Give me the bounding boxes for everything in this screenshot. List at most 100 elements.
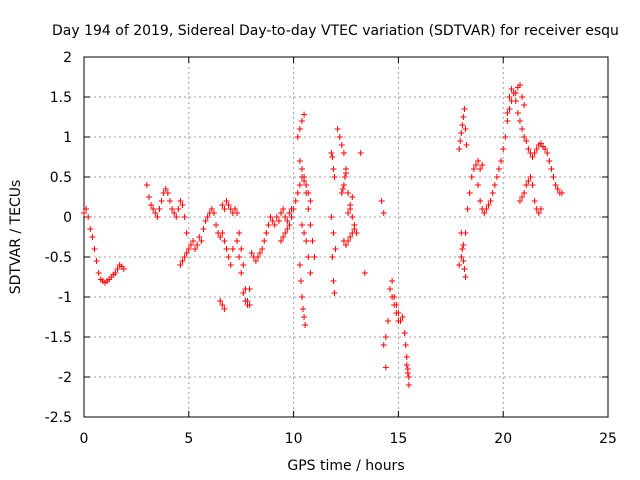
data-point (472, 162, 479, 168)
data-point (529, 182, 536, 188)
data-point (305, 190, 312, 196)
data-point (462, 274, 469, 280)
data-point (550, 174, 557, 180)
data-point (500, 146, 507, 152)
data-point (456, 262, 463, 268)
data-point (219, 302, 226, 308)
x-tick-label: 10 (285, 431, 303, 447)
data-point (349, 214, 356, 220)
data-point (525, 146, 532, 152)
data-point (162, 186, 169, 192)
data-point (282, 230, 289, 236)
data-point (516, 82, 523, 88)
data-point (523, 182, 530, 188)
data-point (347, 202, 354, 208)
data-point (477, 198, 484, 204)
data-point (384, 318, 391, 324)
data-point (357, 150, 364, 156)
data-point (514, 110, 521, 116)
data-point (393, 310, 400, 316)
data-point (525, 178, 532, 184)
data-point (466, 190, 473, 196)
y-tick-label: 2 (63, 50, 72, 66)
data-point (217, 234, 224, 240)
data-point (470, 166, 477, 172)
data-point (391, 302, 398, 308)
data-point (301, 111, 308, 118)
data-point (221, 206, 228, 212)
data-point (156, 206, 163, 212)
data-point (341, 174, 348, 180)
data-point (89, 234, 96, 240)
data-point (296, 262, 303, 268)
data-point (294, 134, 301, 140)
data-point (458, 130, 465, 136)
data-point (213, 222, 220, 228)
data-point (402, 342, 409, 348)
data-point (302, 322, 309, 328)
data-point (460, 258, 467, 264)
data-point (404, 366, 411, 372)
data-point (521, 102, 528, 108)
data-point (403, 362, 410, 368)
data-point (219, 202, 226, 208)
data-point (236, 254, 243, 260)
data-point (531, 198, 538, 204)
data-point (475, 182, 482, 188)
data-point (284, 226, 291, 232)
data-point (558, 190, 565, 196)
y-axis-label: SDTVAR / TECUs (8, 180, 24, 295)
data-point (349, 230, 356, 236)
data-point (475, 158, 482, 164)
data-point (231, 206, 238, 212)
data-point (265, 222, 272, 228)
data-point (234, 238, 241, 244)
x-tick-label: 0 (80, 431, 89, 447)
data-point (294, 190, 301, 196)
data-point (292, 198, 299, 204)
y-tick-label: -2.5 (45, 410, 72, 426)
data-point (483, 206, 490, 212)
data-point (481, 210, 488, 216)
data-point (219, 230, 226, 236)
data-point (329, 254, 336, 260)
data-point (516, 118, 523, 124)
data-point (510, 90, 517, 96)
data-point (380, 342, 387, 348)
data-point (506, 94, 513, 100)
data-point (298, 118, 305, 124)
data-point (330, 230, 337, 236)
data-point (240, 290, 247, 296)
data-point (504, 118, 511, 124)
data-point (458, 254, 465, 260)
data-point (403, 354, 410, 360)
data-point (498, 158, 505, 164)
data-point (91, 246, 98, 252)
data-point (531, 150, 538, 156)
data-point (282, 214, 289, 220)
data-point (554, 186, 561, 192)
data-point (148, 202, 155, 208)
data-point (242, 298, 249, 304)
data-point (508, 98, 515, 104)
data-point (194, 242, 201, 248)
data-point (461, 106, 468, 112)
data-point (173, 214, 180, 220)
x-tick-label: 25 (599, 431, 617, 447)
data-point (202, 218, 209, 224)
data-point (468, 174, 475, 180)
data-point (351, 226, 358, 232)
data-point (521, 190, 528, 196)
data-point (234, 210, 241, 216)
data-point (208, 206, 215, 212)
data-point (382, 364, 389, 371)
data-point (196, 234, 203, 240)
data-point (544, 150, 551, 156)
data-point (485, 202, 492, 208)
data-point (548, 166, 555, 172)
data-point (263, 230, 270, 236)
data-point (387, 286, 394, 292)
data-point (183, 250, 190, 256)
data-point (336, 134, 343, 140)
data-point (271, 222, 278, 228)
